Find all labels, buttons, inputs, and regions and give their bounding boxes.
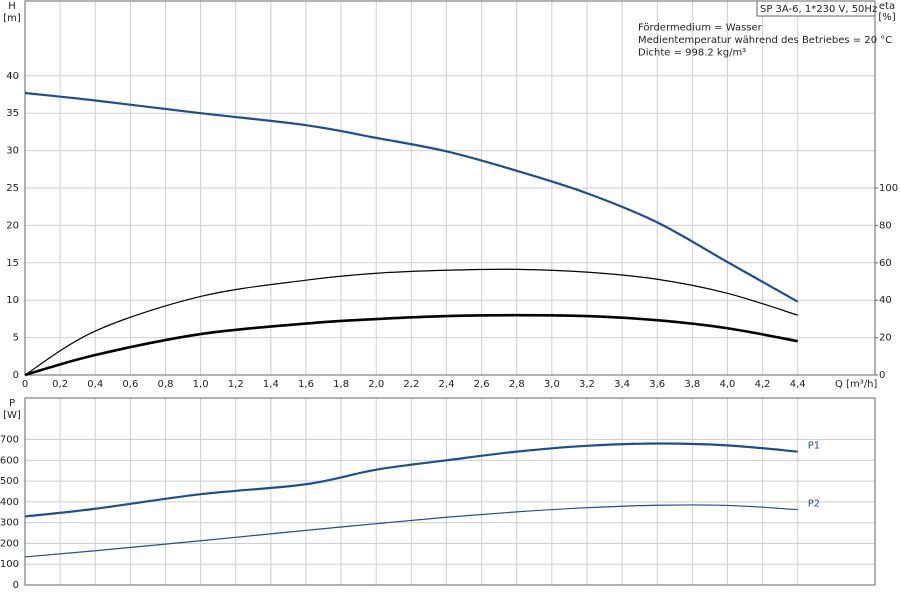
y-tick-label: 700 (0, 435, 19, 446)
x-tick-label: 2,0 (368, 379, 384, 390)
x-tick-label: 3,8 (684, 379, 700, 390)
y2-tick-label: 80 (879, 220, 892, 231)
y-axis-label: H (8, 1, 16, 12)
x-tick-label: 4,4 (790, 379, 806, 390)
y-tick-label: 0 (13, 370, 19, 381)
x-tick-label: 1,0 (193, 379, 209, 390)
x-tick-label: 2,2 (403, 379, 419, 390)
y-tick-label: 20 (6, 220, 19, 231)
curve (24, 268, 798, 376)
y2-axis-unit: [%] (878, 12, 895, 23)
plot-frame (24, 397, 876, 586)
y-axis-unit: [W] (3, 410, 21, 421)
x-tick-label: 3,0 (544, 379, 560, 390)
y-tick-label: 100 (0, 559, 19, 570)
curve (24, 91, 799, 303)
y-axis-label: P (9, 398, 15, 409)
y-tick-label: 0 (13, 580, 19, 591)
info-line: Dichte = 998.2 kg/m³ (638, 48, 746, 59)
x-tick-label: 1,2 (228, 379, 244, 390)
x-tick-label: 1,4 (263, 379, 279, 390)
curve (24, 313, 798, 377)
y-tick-label: 400 (0, 497, 19, 508)
x-tick-label: 1,6 (298, 379, 314, 390)
y2-tick-label: 0 (879, 370, 885, 381)
info-title: SP 3A-6, 1*230 V, 50Hz (760, 4, 877, 15)
info-box (756, 0, 876, 17)
x-axis-label: Q [m³/h] (835, 379, 877, 390)
plot-frame (24, 0, 876, 376)
y-tick-label: 15 (6, 258, 19, 269)
x-tick-label: 4,2 (755, 379, 771, 390)
x-tick-label: 0,2 (52, 379, 68, 390)
x-tick-label: 4,0 (720, 379, 736, 390)
x-tick-label: 2,8 (509, 379, 525, 390)
x-tick-label: 2,4 (439, 379, 455, 390)
y-tick-label: 40 (6, 71, 19, 82)
y-tick-label: 600 (0, 455, 19, 466)
x-tick-label: 2,6 (474, 379, 490, 390)
x-tick-label: 3,4 (614, 379, 630, 390)
y-tick-label: 200 (0, 538, 19, 549)
x-tick-label: 3,2 (579, 379, 595, 390)
info-line: Fördermedium = Wasser (638, 23, 763, 34)
y-tick-label: 5 (13, 333, 19, 344)
y-tick-label: 500 (0, 476, 19, 487)
curve (24, 442, 798, 518)
x-tick-label: 1,8 (333, 379, 349, 390)
y-axis-unit: [m] (3, 13, 21, 24)
x-tick-label: 0,6 (122, 379, 138, 390)
y-tick-label: 35 (6, 108, 19, 119)
y2-tick-label: 20 (879, 333, 892, 344)
curve (24, 504, 798, 558)
x-tick-label: 0,4 (87, 379, 103, 390)
series-label: P1 (808, 441, 820, 452)
x-tick-label: 0 (22, 379, 28, 390)
y2-tick-label: 60 (879, 258, 892, 269)
y-tick-label: 25 (6, 183, 19, 194)
info-line: Medientemperatur während des Betriebes =… (638, 35, 892, 46)
y-tick-label: 30 (6, 146, 19, 157)
y2-axis-label: eta (879, 1, 895, 12)
y-tick-label: 300 (0, 518, 19, 529)
y2-tick-label: 40 (879, 295, 892, 306)
series-label: P2 (808, 499, 820, 510)
y-tick-label: 10 (6, 295, 19, 306)
y2-tick-label: 100 (879, 183, 898, 194)
x-tick-label: 3,6 (649, 379, 665, 390)
x-tick-label: 0,8 (158, 379, 174, 390)
